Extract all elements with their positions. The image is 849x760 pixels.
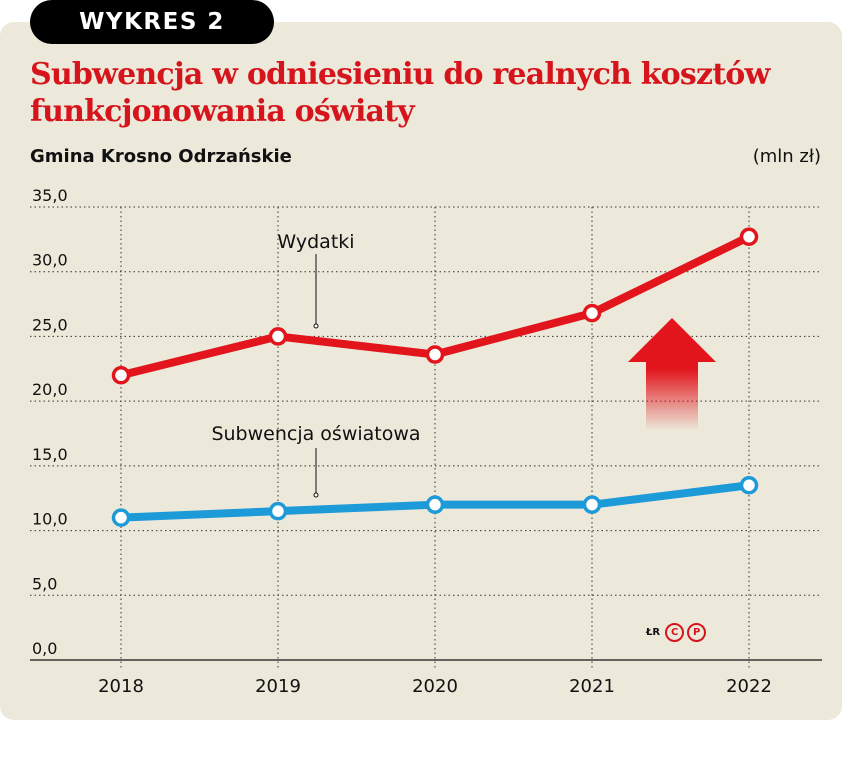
- y-tick-label: 20,0: [32, 380, 68, 399]
- x-tick-label: 2018: [98, 676, 144, 697]
- y-tick-label: 35,0: [32, 186, 68, 205]
- data-point-0: [268, 327, 288, 346]
- data-point-1: [582, 495, 602, 514]
- leader-dot: [313, 492, 319, 498]
- data-point-0: [739, 227, 759, 247]
- credit: ŁR C P: [646, 623, 707, 642]
- data-point-1: [425, 495, 445, 514]
- y-tick-label: 0,0: [32, 639, 57, 658]
- x-tick-label: 2020: [412, 676, 458, 697]
- y-tick-label: 25,0: [32, 315, 68, 334]
- data-point-1: [739, 476, 759, 495]
- series-layer: [111, 227, 759, 527]
- y-tick-label: 10,0: [32, 510, 68, 529]
- chart-subtitle: Gmina Krosno Odrzańskie: [30, 146, 292, 167]
- x-tick-label: 2021: [569, 676, 615, 697]
- credit-initials: ŁR: [646, 627, 661, 638]
- y-tick-label: 5,0: [32, 574, 57, 593]
- data-point-1: [268, 501, 288, 521]
- series-label-1: Subwencja oświatowa: [211, 423, 420, 445]
- data-point-1: [111, 508, 131, 527]
- y-tick-label: 30,0: [32, 251, 68, 270]
- series-labels: Wydatki Subwencja oświatowa: [211, 231, 421, 498]
- leader-dot: [313, 323, 319, 329]
- data-point-0: [582, 303, 602, 323]
- x-tick-label: 2022: [726, 676, 772, 697]
- logo-c-icon: C: [665, 623, 685, 642]
- x-axis: 2018 2019 2020 2021 2022: [98, 676, 772, 697]
- logo-p-icon: P: [687, 623, 707, 642]
- gridlines: [30, 206, 822, 668]
- up-arrow-icon: [628, 318, 716, 430]
- data-point-0: [111, 366, 131, 385]
- y-axis: 0,0 5,0 10,0 15,0 20,0 25,0 30,0 35,0: [32, 186, 68, 658]
- chart-title: Subwencja w odniesieniu do realnych kosz…: [30, 57, 770, 129]
- unit-label: (mln zł): [752, 146, 821, 167]
- x-tick-label: 2019: [255, 676, 301, 697]
- chart-tag: WYKRES 2: [30, 0, 274, 44]
- series-label-0: Wydatki: [277, 231, 354, 253]
- y-tick-label: 15,0: [32, 445, 68, 464]
- data-point-0: [425, 345, 445, 364]
